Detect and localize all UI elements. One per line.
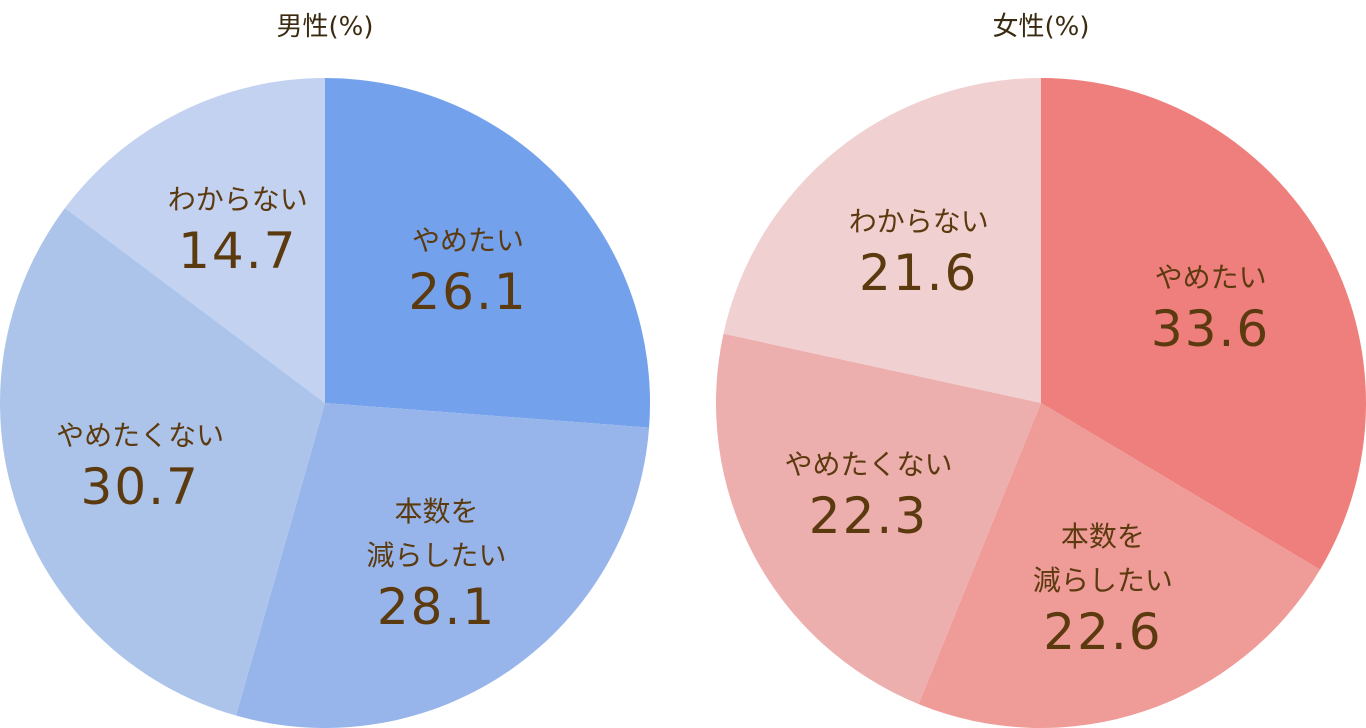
slice-label: やめたい 26.1 <box>408 219 527 321</box>
pie-slice <box>0 208 325 716</box>
category-label: 本数を 減らしたい <box>366 494 507 572</box>
value-label: 30.7 <box>80 458 200 517</box>
category-label: やめたくない <box>56 419 225 453</box>
value-label: 14.7 <box>178 221 298 280</box>
value-label: 21.6 <box>859 244 979 303</box>
slice-label: やめたい 33.6 <box>1151 256 1270 358</box>
category-label: やめたい <box>1154 260 1267 294</box>
slice-label: 本数を 減らしたい 28.1 <box>366 490 506 636</box>
slice-label: 本数を 減らしたい 22.6 <box>1033 515 1173 661</box>
pie-slice <box>235 403 650 728</box>
slice-label: わからない 14.7 <box>168 178 308 280</box>
category-label: やめたい <box>411 224 525 258</box>
chart-title: 女性(%) <box>992 12 1090 42</box>
value-label: 26.1 <box>408 263 528 322</box>
category-label: わからない <box>848 205 989 239</box>
value-label: 22.3 <box>808 486 929 545</box>
pie-slice <box>325 78 650 428</box>
value-label: 33.6 <box>1150 299 1271 358</box>
category-label: やめたくない <box>784 447 953 481</box>
slice-label: わからない 21.6 <box>849 200 989 302</box>
slice-label: やめたくない 30.7 <box>56 414 224 516</box>
category-label: 本数を 減らしたい <box>1032 519 1173 597</box>
category-label: わからない <box>167 182 308 216</box>
pie-slice <box>715 333 1041 705</box>
chart-title: 男性(%) <box>276 12 374 42</box>
pie-slice <box>918 403 1321 728</box>
value-label: 22.6 <box>1043 602 1163 661</box>
pie-slice <box>1041 78 1366 570</box>
pie-slice <box>64 78 326 403</box>
pie-slice <box>723 78 1041 403</box>
value-label: 28.1 <box>376 577 497 636</box>
slice-label: やめたくない 22.3 <box>784 443 952 545</box>
